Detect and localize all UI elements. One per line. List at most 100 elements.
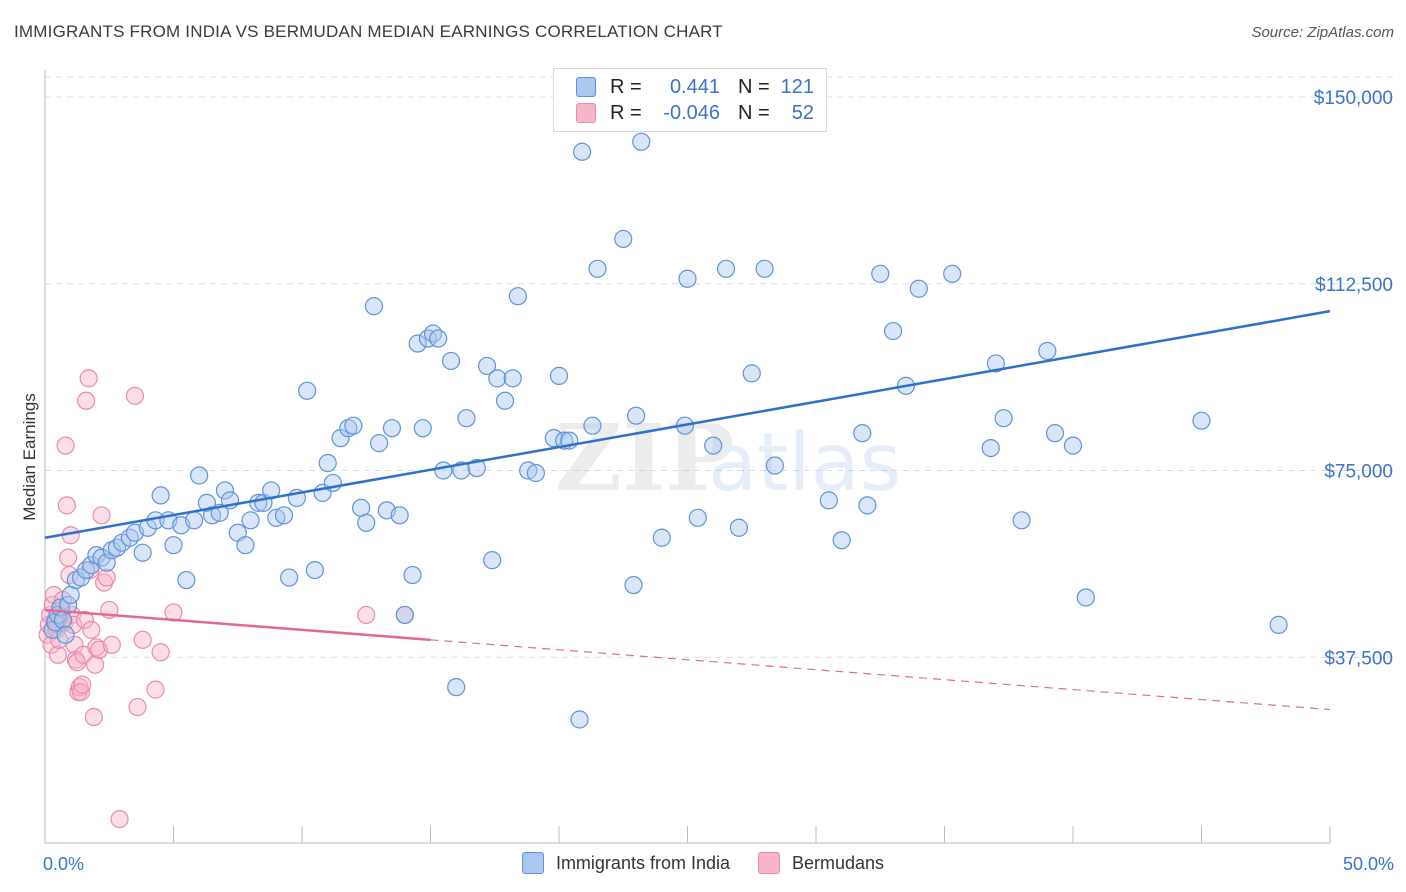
india-point: [583, 416, 602, 435]
bermudans-point: [79, 369, 98, 388]
india-point: [495, 391, 515, 410]
india-point: [274, 506, 294, 525]
india-points: [43, 132, 1288, 729]
legend-item-india[interactable]: Immigrants from India: [521, 852, 730, 874]
india-point: [573, 142, 592, 161]
india-point: [742, 364, 761, 383]
bermudans-point: [86, 655, 105, 674]
india-point: [77, 560, 96, 580]
india-legend-label: Immigrants from India: [555, 852, 730, 873]
bermudans-point: [82, 620, 101, 639]
india-point: [729, 518, 749, 537]
india-point: [457, 409, 476, 428]
india-point: [508, 287, 527, 306]
y-tick-label: $150,000: [1314, 88, 1393, 109]
legend-row-india: R = 0.441 N = 121: [576, 74, 814, 100]
india-point: [688, 508, 707, 527]
india-point: [370, 434, 389, 453]
axes: [44, 70, 1331, 844]
bermudans-legend-swatch: [758, 852, 780, 874]
india-point: [133, 543, 152, 562]
india-point: [92, 548, 111, 567]
bermudans-point: [146, 680, 165, 699]
bermudans-point: [68, 653, 87, 672]
bermudans-point: [57, 496, 76, 515]
india-point: [483, 551, 502, 570]
india-point: [503, 369, 522, 388]
india-point: [298, 381, 317, 400]
india-point: [184, 511, 204, 530]
india-point: [107, 538, 127, 557]
bermudans-point: [95, 573, 114, 592]
r-label: R =: [610, 75, 642, 98]
india-point: [390, 506, 409, 525]
trend-lines: [44, 309, 1331, 711]
india-point: [526, 463, 545, 483]
india-point: [395, 605, 414, 625]
india-point: [382, 419, 402, 438]
india-point: [151, 486, 170, 505]
correlation-legend: R = 0.441 N = 121 R = -0.046 N = 52: [553, 68, 827, 132]
india-point: [871, 264, 890, 283]
india-point: [755, 259, 774, 278]
bermudans-legend-label: Bermudans: [792, 852, 885, 873]
india-point: [765, 456, 784, 475]
india-point: [1045, 424, 1065, 443]
india-point: [56, 625, 75, 644]
india-point: [413, 419, 432, 438]
india-point: [447, 678, 466, 697]
bermudans-point: [87, 638, 106, 657]
india-point: [190, 466, 209, 485]
bermudans-point: [48, 645, 67, 664]
india-point: [120, 528, 139, 547]
legend-item-bermudans[interactable]: Bermudans: [758, 852, 884, 874]
y-axis-label: Median Earnings: [20, 393, 39, 521]
india-point: [215, 481, 234, 500]
india-point: [570, 710, 589, 729]
legend-row-bermuda: R = -0.046 N = 52: [576, 100, 814, 126]
india-point: [82, 556, 101, 575]
tick-labels: $37,500 $75,000 $112,500 $150,000 0.0% 50.0% M…: [20, 88, 1394, 874]
india-point: [981, 438, 1000, 458]
india-point: [344, 416, 363, 435]
india-point: [614, 229, 633, 249]
india-point: [716, 259, 736, 278]
india-point: [164, 536, 183, 555]
n-label: N =: [738, 75, 770, 98]
india-point: [704, 436, 723, 455]
bermudans-point: [77, 391, 96, 410]
india-point: [408, 334, 427, 353]
india-point: [441, 351, 461, 371]
bermuda-swatch: [576, 103, 596, 123]
india-point: [588, 259, 607, 278]
india-swatch: [576, 77, 596, 97]
bermudans-point: [151, 643, 170, 662]
india-point: [943, 264, 962, 283]
india-point: [434, 461, 453, 480]
india-point: [357, 513, 376, 532]
india-point: [280, 568, 299, 587]
india-point: [994, 409, 1013, 428]
india-point: [652, 528, 671, 547]
india-trend-line: [44, 309, 1331, 539]
bermudans-point: [75, 610, 94, 630]
india-point: [626, 406, 646, 425]
y-tick-label: $37,500: [1324, 648, 1393, 669]
series-legend: Immigrants from India Bermudans: [0, 852, 1406, 874]
india-point: [624, 575, 643, 595]
india-point: [467, 458, 486, 478]
india-point: [858, 496, 877, 515]
bermudans-point: [92, 506, 111, 525]
bermudans-trend-extension: [430, 639, 1331, 711]
india-point: [1192, 411, 1211, 430]
y-tick-label: $112,500: [1315, 275, 1393, 296]
bermudans-point: [133, 630, 152, 649]
india-point: [318, 453, 337, 473]
watermark: ZIP atlas: [555, 404, 901, 512]
bermudans-point: [71, 683, 91, 702]
india-point: [418, 329, 438, 348]
x-tick-label: 50.0%: [1343, 854, 1394, 874]
bermudans-point: [357, 605, 376, 625]
india-point: [883, 321, 903, 341]
bermudans-point: [59, 548, 78, 567]
